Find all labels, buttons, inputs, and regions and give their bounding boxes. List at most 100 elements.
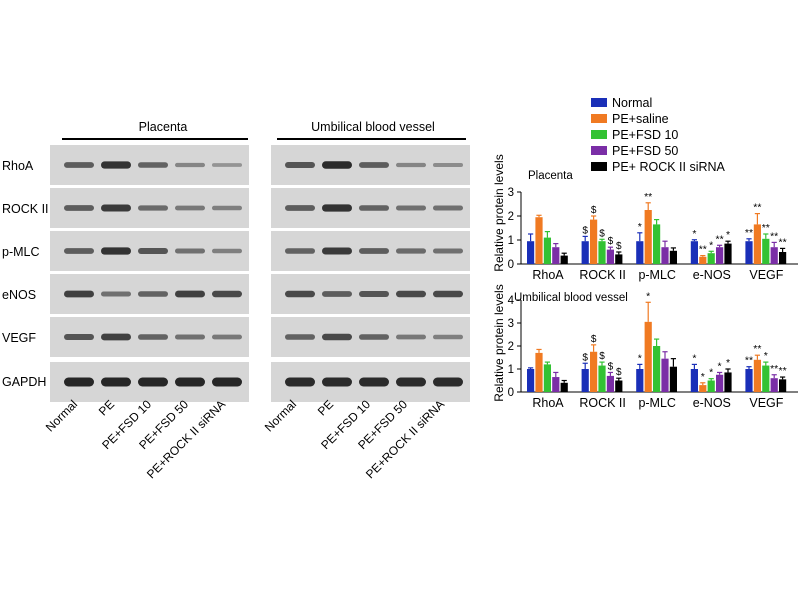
x-tick-label: VEGF [749,396,783,410]
significance-marker: ** [644,191,652,203]
chart-ylabel-umbilical: Relative protein levels [492,284,506,401]
bar-pe-rock-ii-sirna-rock-ii [615,254,623,264]
blot-band [175,162,205,168]
significance-marker: * [764,350,768,362]
blot-band [101,161,131,169]
bar-pe-fsd-10-p-mlc [653,346,661,392]
x-tick-label: e-NOS [693,396,731,410]
blot-band [64,377,94,387]
significance-marker: * [726,229,730,241]
significance-marker: ** [762,222,770,234]
significance-marker: * [701,371,705,383]
blot-band [322,291,352,297]
blot-band [322,333,352,341]
bar-pe-rock-ii-sirna-rhoa [560,382,568,392]
legend-label-normal: Normal [612,96,652,110]
blot-band [212,248,242,254]
bar-pe-fsd-10-e-nos [707,380,715,392]
blot-panel-umbilical [271,145,470,402]
blot-row-labels: RhoA ROCK II p-MLC eNOS VEGF GAPDH [2,159,49,389]
significance-marker: $ [582,352,588,363]
significance-marker: $ [608,236,614,247]
bar-normal-vegf [745,241,753,264]
row-label-gapdh: GAPDH [2,375,46,389]
blot-band [285,290,315,298]
bar-pe-rock-ii-sirna-rock-ii [615,380,623,392]
significance-marker: $ [608,361,614,372]
bar-pe-fsd-10-rhoa [543,237,551,264]
legend-label-pe-saline: PE+saline [612,112,669,126]
significance-marker: * [638,352,642,364]
row-label-vegf: VEGF [2,331,36,345]
y-tick-label: 0 [508,387,514,399]
legend-swatch-pe-fsd50 [591,146,607,155]
significance-marker: $ [599,228,605,239]
blot-band [138,205,168,211]
bar-pe-fsd-50-e-nos [716,247,724,264]
lane-labels-placenta: Normal PE PE+FSD 10 PE+FSD 50 PE+ROCK II… [43,397,228,481]
bar-pe-saline-rock-ii [590,351,598,392]
x-tick-label: e-NOS [693,268,731,282]
legend-label-pe-fsd10: PE+FSD 10 [612,128,678,142]
blot-band [433,248,463,254]
bar-normal-rhoa [527,241,535,264]
legend: Normal PE+saline PE+FSD 10 PE+FSD 50 PE+… [591,96,726,174]
bar-pe-fsd-50-rock-ii [606,375,614,392]
significance-marker: * [709,239,713,251]
y-tick-label: 0 [508,259,514,271]
chart-title-placenta: Placenta [528,170,573,182]
bar-normal-rock-ii [581,369,589,392]
blot-band [175,377,205,387]
bar-normal-e-nos [690,369,698,392]
blot-band [175,205,205,211]
bar-normal-p-mlc [636,369,644,392]
blot-band [101,333,131,341]
blot-band [285,248,315,254]
lane-labels-umbilical: Normal PE PE+FSD 10 PE+FSD 50 PE+ROCK II… [262,397,447,481]
blot-band [175,334,205,340]
blot-band [433,163,463,167]
significance-marker: * [726,357,730,369]
bar-normal-p-mlc [636,241,644,264]
blot-band [175,248,205,254]
legend-swatch-pe-rock-sirna [591,162,607,171]
significance-marker: $ [616,241,622,252]
bar-pe-saline-vegf [753,359,761,392]
blot-band [64,290,94,298]
chart-title-umbilical: Umbilical blood vessel [514,292,628,304]
bar-pe-fsd-10-e-nos [707,253,715,264]
blot-band [212,290,242,298]
blot-band [359,248,389,254]
significance-marker: ** [745,355,753,367]
x-tick-label: RhoA [532,268,564,282]
blot-band [138,162,168,168]
bar-pe-fsd-50-rock-ii [606,249,614,264]
blot-band [138,248,168,254]
x-tick-label: p-MLC [638,268,676,282]
bar-normal-rock-ii [581,241,589,264]
lane-label-normal: Normal [262,397,299,434]
legend-label-pe-rock-sirna: PE+ ROCK II siRNA [612,160,726,174]
significance-marker: * [638,221,642,233]
blot-band [359,205,389,211]
blot-band [212,205,242,211]
significance-marker: ** [779,236,787,248]
significance-marker: ** [753,202,761,214]
row-label-rock2: ROCK II [2,202,49,216]
blot-band [64,162,94,168]
blot-band [138,377,168,387]
blot-band [212,163,242,167]
bar-pe-fsd-10-p-mlc [653,224,661,264]
blot-band [64,248,94,254]
legend-swatch-pe-fsd10 [591,130,607,139]
blot-title-umbilical: Umbilical blood vessel [311,120,435,134]
y-tick-label: 1 [508,364,514,376]
blot-band [359,291,389,297]
blot-band [396,205,426,211]
bar-pe-saline-rock-ii [590,219,598,264]
blot-band [322,377,352,387]
blot-band [138,291,168,297]
bar-pe-fsd-10-rock-ii [598,365,606,392]
bar-pe-fsd-50-rhoa [552,247,560,264]
